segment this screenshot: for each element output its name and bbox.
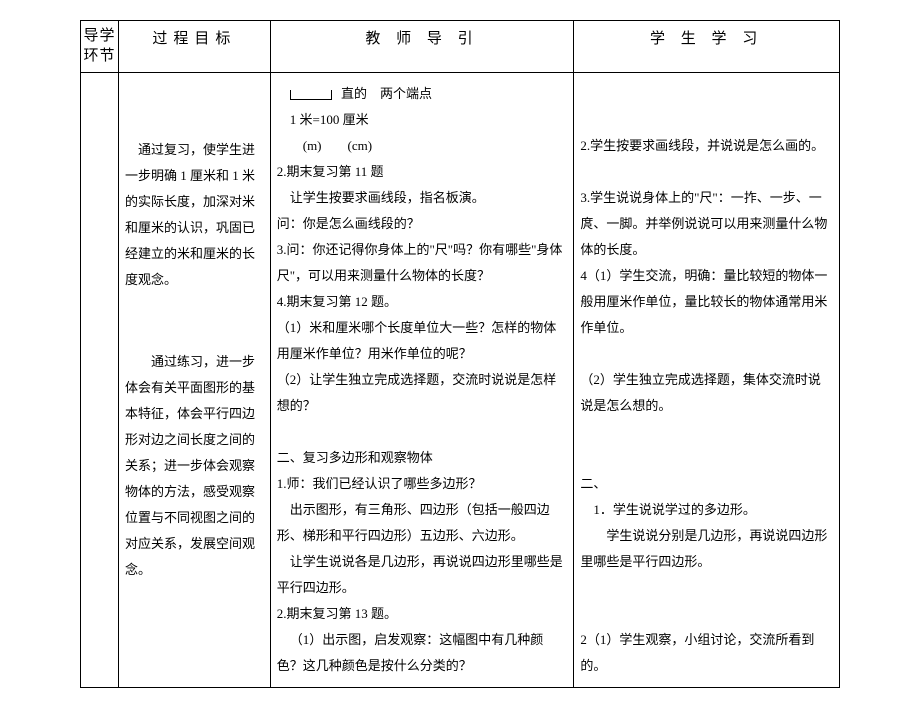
empty-line bbox=[580, 419, 833, 445]
student-line6: 1．学生说说学过的多边形。 bbox=[580, 497, 833, 523]
student-line7: 学生说说分别是几边形，再说说四边形里哪些是平行四边形。 bbox=[580, 523, 833, 575]
cell-teacher: 直的 两个端点 1 米=100 厘米 (m) (cm) 2.期末复习第 11 题… bbox=[270, 73, 574, 688]
empty-line bbox=[580, 107, 833, 133]
teacher-line5: 让学生按要求画线段，指名板演。 bbox=[277, 185, 568, 211]
empty-line bbox=[580, 575, 833, 601]
header-col1: 导学环节 bbox=[81, 21, 119, 73]
student-line5: 二、 bbox=[580, 471, 833, 497]
table-body: 通过复习，使学生进一步明确 1 厘米和 1 米的实际长度，加深对米和厘米的认识，… bbox=[81, 73, 840, 688]
empty-line bbox=[277, 419, 568, 445]
table-header: 导学环节 过程目标 教 师 导 引 学 生 学 习 bbox=[81, 21, 840, 73]
cell-student: 2.学生按要求画线段，并说说是怎么画的。 3.学生说说身体上的"尺"：一拃、一步… bbox=[574, 73, 840, 688]
student-line8: 2（1）学生观察，小组讨论，交流所看到的。 bbox=[580, 627, 833, 679]
header-col2: 过程目标 bbox=[118, 21, 270, 73]
empty-line bbox=[580, 445, 833, 471]
teacher-line12: 1.师：我们已经认识了哪些多边形？ bbox=[277, 471, 568, 497]
goal-p2: 通过练习，进一步体会有关平面图形的基本特征，体会平行四边形对边之间长度之间的关系… bbox=[125, 349, 264, 583]
empty-line bbox=[580, 601, 833, 627]
teacher-line6: 问：你是怎么画线段的？ bbox=[277, 211, 568, 237]
student-line2: 3.学生说说身体上的"尺"：一拃、一步、一庹、一脚。并举例说说可以用来测量什么物… bbox=[580, 185, 833, 263]
student-line3: 4（1）学生交流，明确：量比较短的物体一般用厘米作单位，量比较长的物体通常用米作… bbox=[580, 263, 833, 341]
teacher-line2: 1 米=100 厘米 bbox=[277, 107, 568, 133]
goal-p1: 通过复习，使学生进一步明确 1 厘米和 1 米的实际长度，加深对米和厘米的认识，… bbox=[125, 137, 264, 293]
spacer bbox=[125, 81, 264, 137]
ruler-icon bbox=[290, 90, 332, 100]
student-line1: 2.学生按要求画线段，并说说是怎么画的。 bbox=[580, 133, 833, 159]
teacher-line15: 2.期末复习第 13 题。 bbox=[277, 601, 568, 627]
teacher-line14: 让学生说说各是几边形，再说说四边形里哪些是平行四边形。 bbox=[277, 549, 568, 601]
teacher-line13: 出示图形，有三角形、四边形（包括一般四边形、梯形和平行四边形）五边形、六边形。 bbox=[277, 497, 568, 549]
header-col4: 学 生 学 习 bbox=[574, 21, 840, 73]
body-row: 通过复习，使学生进一步明确 1 厘米和 1 米的实际长度，加深对米和厘米的认识，… bbox=[81, 73, 840, 688]
empty-line bbox=[580, 159, 833, 185]
header-col3: 教 师 导 引 bbox=[270, 21, 574, 73]
teacher-line11: 二、复习多边形和观察物体 bbox=[277, 445, 568, 471]
teacher-line16: （1）出示图，启发观察：这幅图中有几种颜色？这几种颜色是按什么分类的？ bbox=[277, 627, 568, 679]
empty-line bbox=[580, 81, 833, 107]
lesson-plan-table: 导学环节 过程目标 教 师 导 引 学 生 学 习 通过复习，使学生进一步明确 … bbox=[80, 20, 840, 688]
teacher-line1: 直的 两个端点 bbox=[277, 81, 568, 107]
cell-goals: 通过复习，使学生进一步明确 1 厘米和 1 米的实际长度，加深对米和厘米的认识，… bbox=[118, 73, 270, 688]
teacher-line4: 2.期末复习第 11 题 bbox=[277, 159, 568, 185]
teacher-line3: (m) (cm) bbox=[277, 133, 568, 159]
header-row: 导学环节 过程目标 教 师 导 引 学 生 学 习 bbox=[81, 21, 840, 73]
spacer bbox=[125, 293, 264, 349]
teacher-line10: （2）让学生独立完成选择题，交流时说说是怎样想的？ bbox=[277, 367, 568, 419]
cell-stage bbox=[81, 73, 119, 688]
teacher-line9: （1）米和厘米哪个长度单位大一些？怎样的物体用厘米作单位？用米作单位的呢？ bbox=[277, 315, 568, 367]
teacher-line7: 3.问：你还记得你身体上的"尺"吗？你有哪些"身体尺"，可以用来测量什么物体的长… bbox=[277, 237, 568, 289]
teacher-line8: 4.期末复习第 12 题。 bbox=[277, 289, 568, 315]
student-line4: （2）学生独立完成选择题，集体交流时说说是怎么想的。 bbox=[580, 367, 833, 419]
teacher-line1-text: 直的 两个端点 bbox=[341, 86, 432, 101]
empty-line bbox=[580, 341, 833, 367]
